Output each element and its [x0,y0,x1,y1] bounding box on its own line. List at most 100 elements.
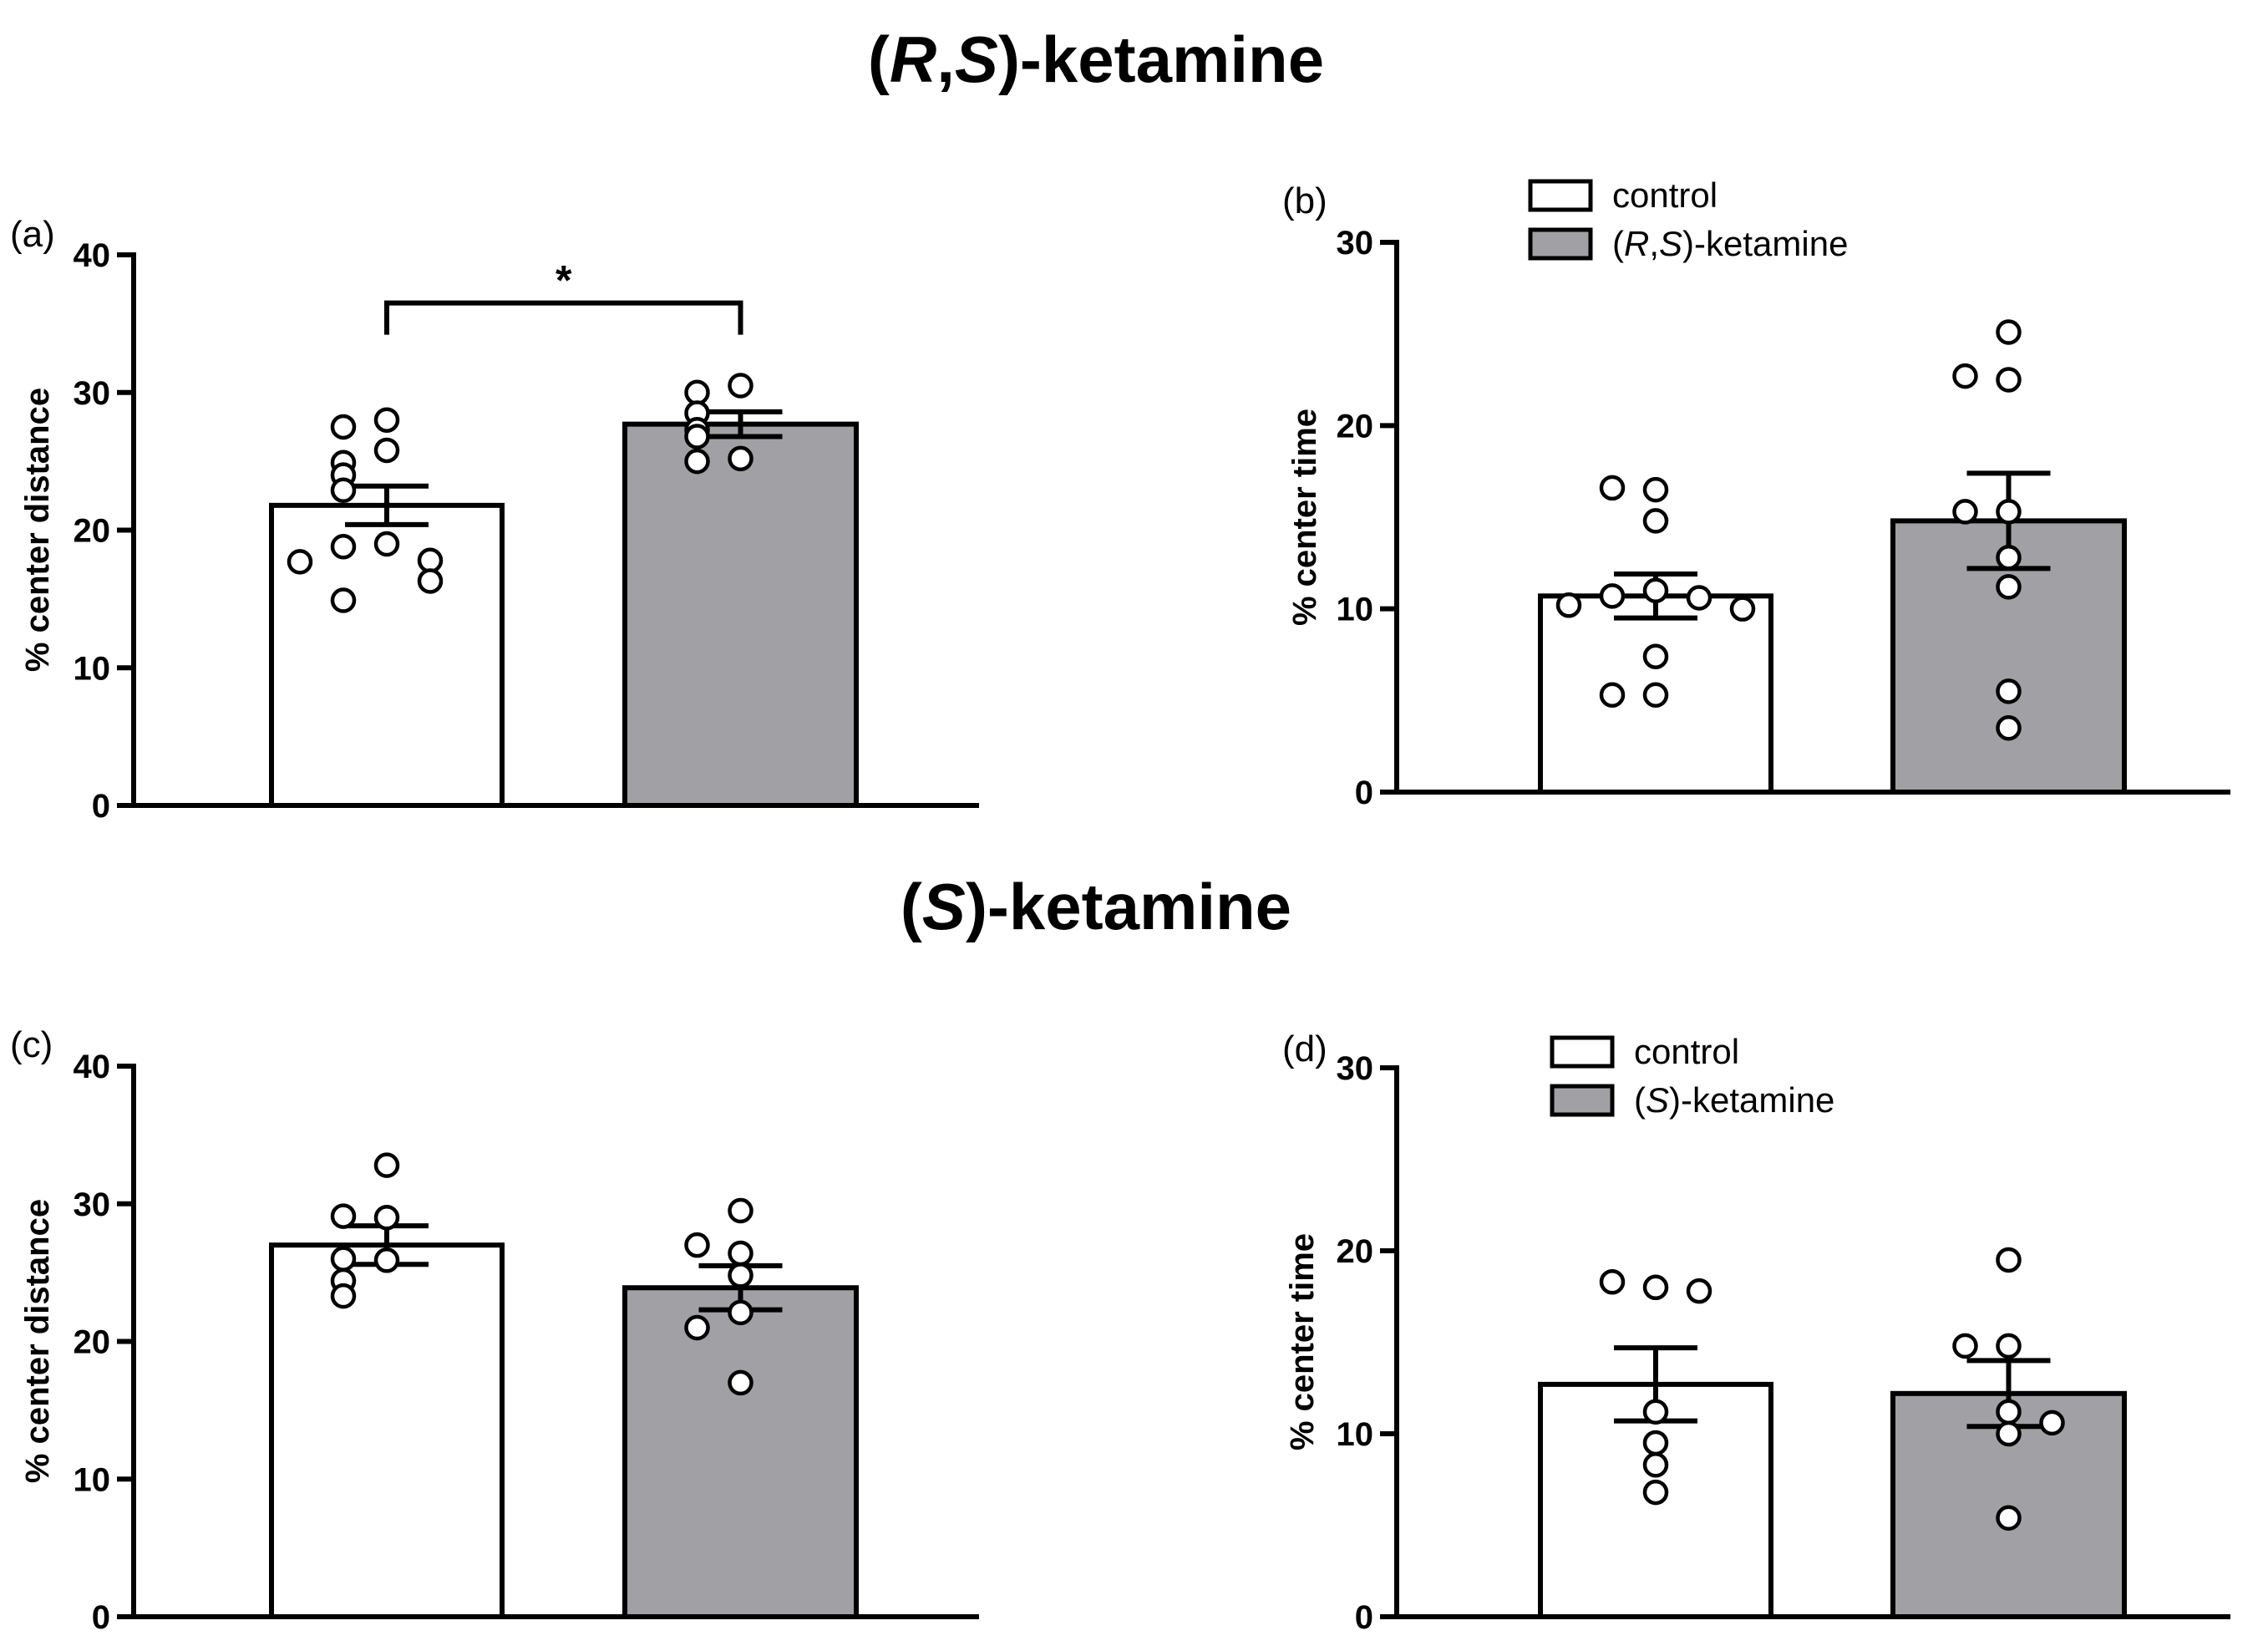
significance-bracket [384,300,743,335]
data-point [684,1232,710,1258]
data-point [728,1197,753,1224]
panel-b: (b) % center time 0 10 20 30 control (R,S)-keta… [1282,175,2230,811]
data-point [417,547,444,573]
bar-ketamine [622,1285,859,1620]
bar-control [269,1242,505,1620]
data-point [1996,499,2022,525]
title-rs-ketamine: (R,S)-ketamine [868,23,1324,96]
data-point [1996,1247,2022,1273]
y-tick-label: 10 [1337,1416,1374,1453]
data-point [728,1369,753,1396]
legend-label: control [1634,1032,1739,1071]
y-tick-label: 10 [74,1461,111,1498]
data-point [1642,508,1669,534]
data-point [330,477,357,503]
data-point [1729,596,1756,622]
data-point [1996,1399,2022,1425]
data-point [373,437,400,464]
data-point [330,587,357,613]
y-tick-label: 0 [1355,775,1373,811]
data-point [684,1314,710,1341]
data-point [330,1283,357,1309]
data-point [684,424,710,450]
y-axis-title: % center distance [19,388,56,672]
data-point [373,1247,400,1273]
data-point [1996,545,2022,571]
data-point [1996,574,2022,600]
y-tick-label: 20 [1337,1233,1374,1270]
panel-label-b: (b) [1282,180,1327,221]
data-point [1642,643,1669,669]
data-point [373,1152,400,1178]
legend-swatch [1550,1035,1615,1069]
y-tick-label: 30 [74,375,111,412]
data-point [1996,367,2022,393]
data-point [1952,1333,1978,1359]
y-tick-label: 20 [74,513,111,550]
data-point [1642,1430,1669,1456]
data-point [2039,1410,2065,1436]
y-tick-label: 40 [74,1049,111,1085]
title-s-ketamine: (S)-ketamine [901,870,1291,943]
y-axis-title: % center distance [19,1199,56,1483]
y-tick-label: 40 [74,237,111,274]
panel-label-a: (a) [10,214,55,255]
data-point [1996,1505,2022,1531]
data-point [1996,1333,2022,1359]
legend-swatch [1528,179,1593,212]
data-point [684,379,710,405]
data-point [1952,499,1978,525]
panel-a: (a) % center distance 0 10 20 30 40 * [10,214,979,825]
data-point [728,373,753,399]
legend-swatch [1528,227,1593,261]
y-tick-label: 30 [1337,1050,1374,1087]
data-point [287,549,313,575]
data-point [728,1262,753,1288]
y-axis-title: % center time [1286,409,1323,626]
data-point [1642,1399,1669,1425]
data-point [1642,577,1669,603]
panel-c: (c) % center distance 0 10 20 30 40 [10,1024,979,1636]
y-axis-title: % center time [1284,1233,1321,1450]
y-tick-label: 20 [1337,408,1374,444]
panel-label-c: (c) [10,1024,53,1065]
data-point [1642,476,1669,503]
data-point [1599,1268,1626,1295]
y-tick-label: 10 [1337,592,1374,628]
data-point [728,1299,753,1326]
data-point [728,445,753,472]
data-point [728,1240,753,1267]
y-tick-label: 0 [92,1599,110,1636]
data-point [373,407,400,433]
data-point [373,531,400,557]
legend: control (R,S)-ketamine [1528,175,1848,263]
y-tick-label: 0 [92,788,110,825]
data-point [1599,682,1626,709]
data-point [1686,585,1712,611]
significance-asterisk: * [556,257,572,304]
legend: control (S)-ketamine [1550,1032,1834,1120]
bar-ketamine [622,421,859,808]
y-tick-label: 0 [1355,1599,1373,1636]
data-point [1996,319,2022,345]
panel-label-d: (d) [1282,1029,1327,1069]
y-tick-label: 30 [1337,225,1374,262]
data-point [1599,583,1626,609]
data-point [417,568,444,594]
data-point [330,1246,357,1272]
data-point [330,534,357,560]
y-tick-label: 30 [74,1186,111,1223]
data-point [1599,475,1626,501]
data-point [1996,678,2022,704]
legend-label: (R,S)-ketamine [1612,224,1848,263]
data-point [1642,682,1669,709]
data-point [1952,363,1978,389]
y-tick-label: 10 [74,650,111,687]
legend-label: control [1612,175,1717,215]
data-point [684,448,710,475]
data-point [1642,1479,1669,1506]
panel-d: (d) % center time 0 10 20 30 control (S)-ketami… [1282,1029,2230,1636]
data-point [1642,1451,1669,1478]
legend-swatch [1550,1084,1615,1117]
data-point [1642,1274,1669,1301]
